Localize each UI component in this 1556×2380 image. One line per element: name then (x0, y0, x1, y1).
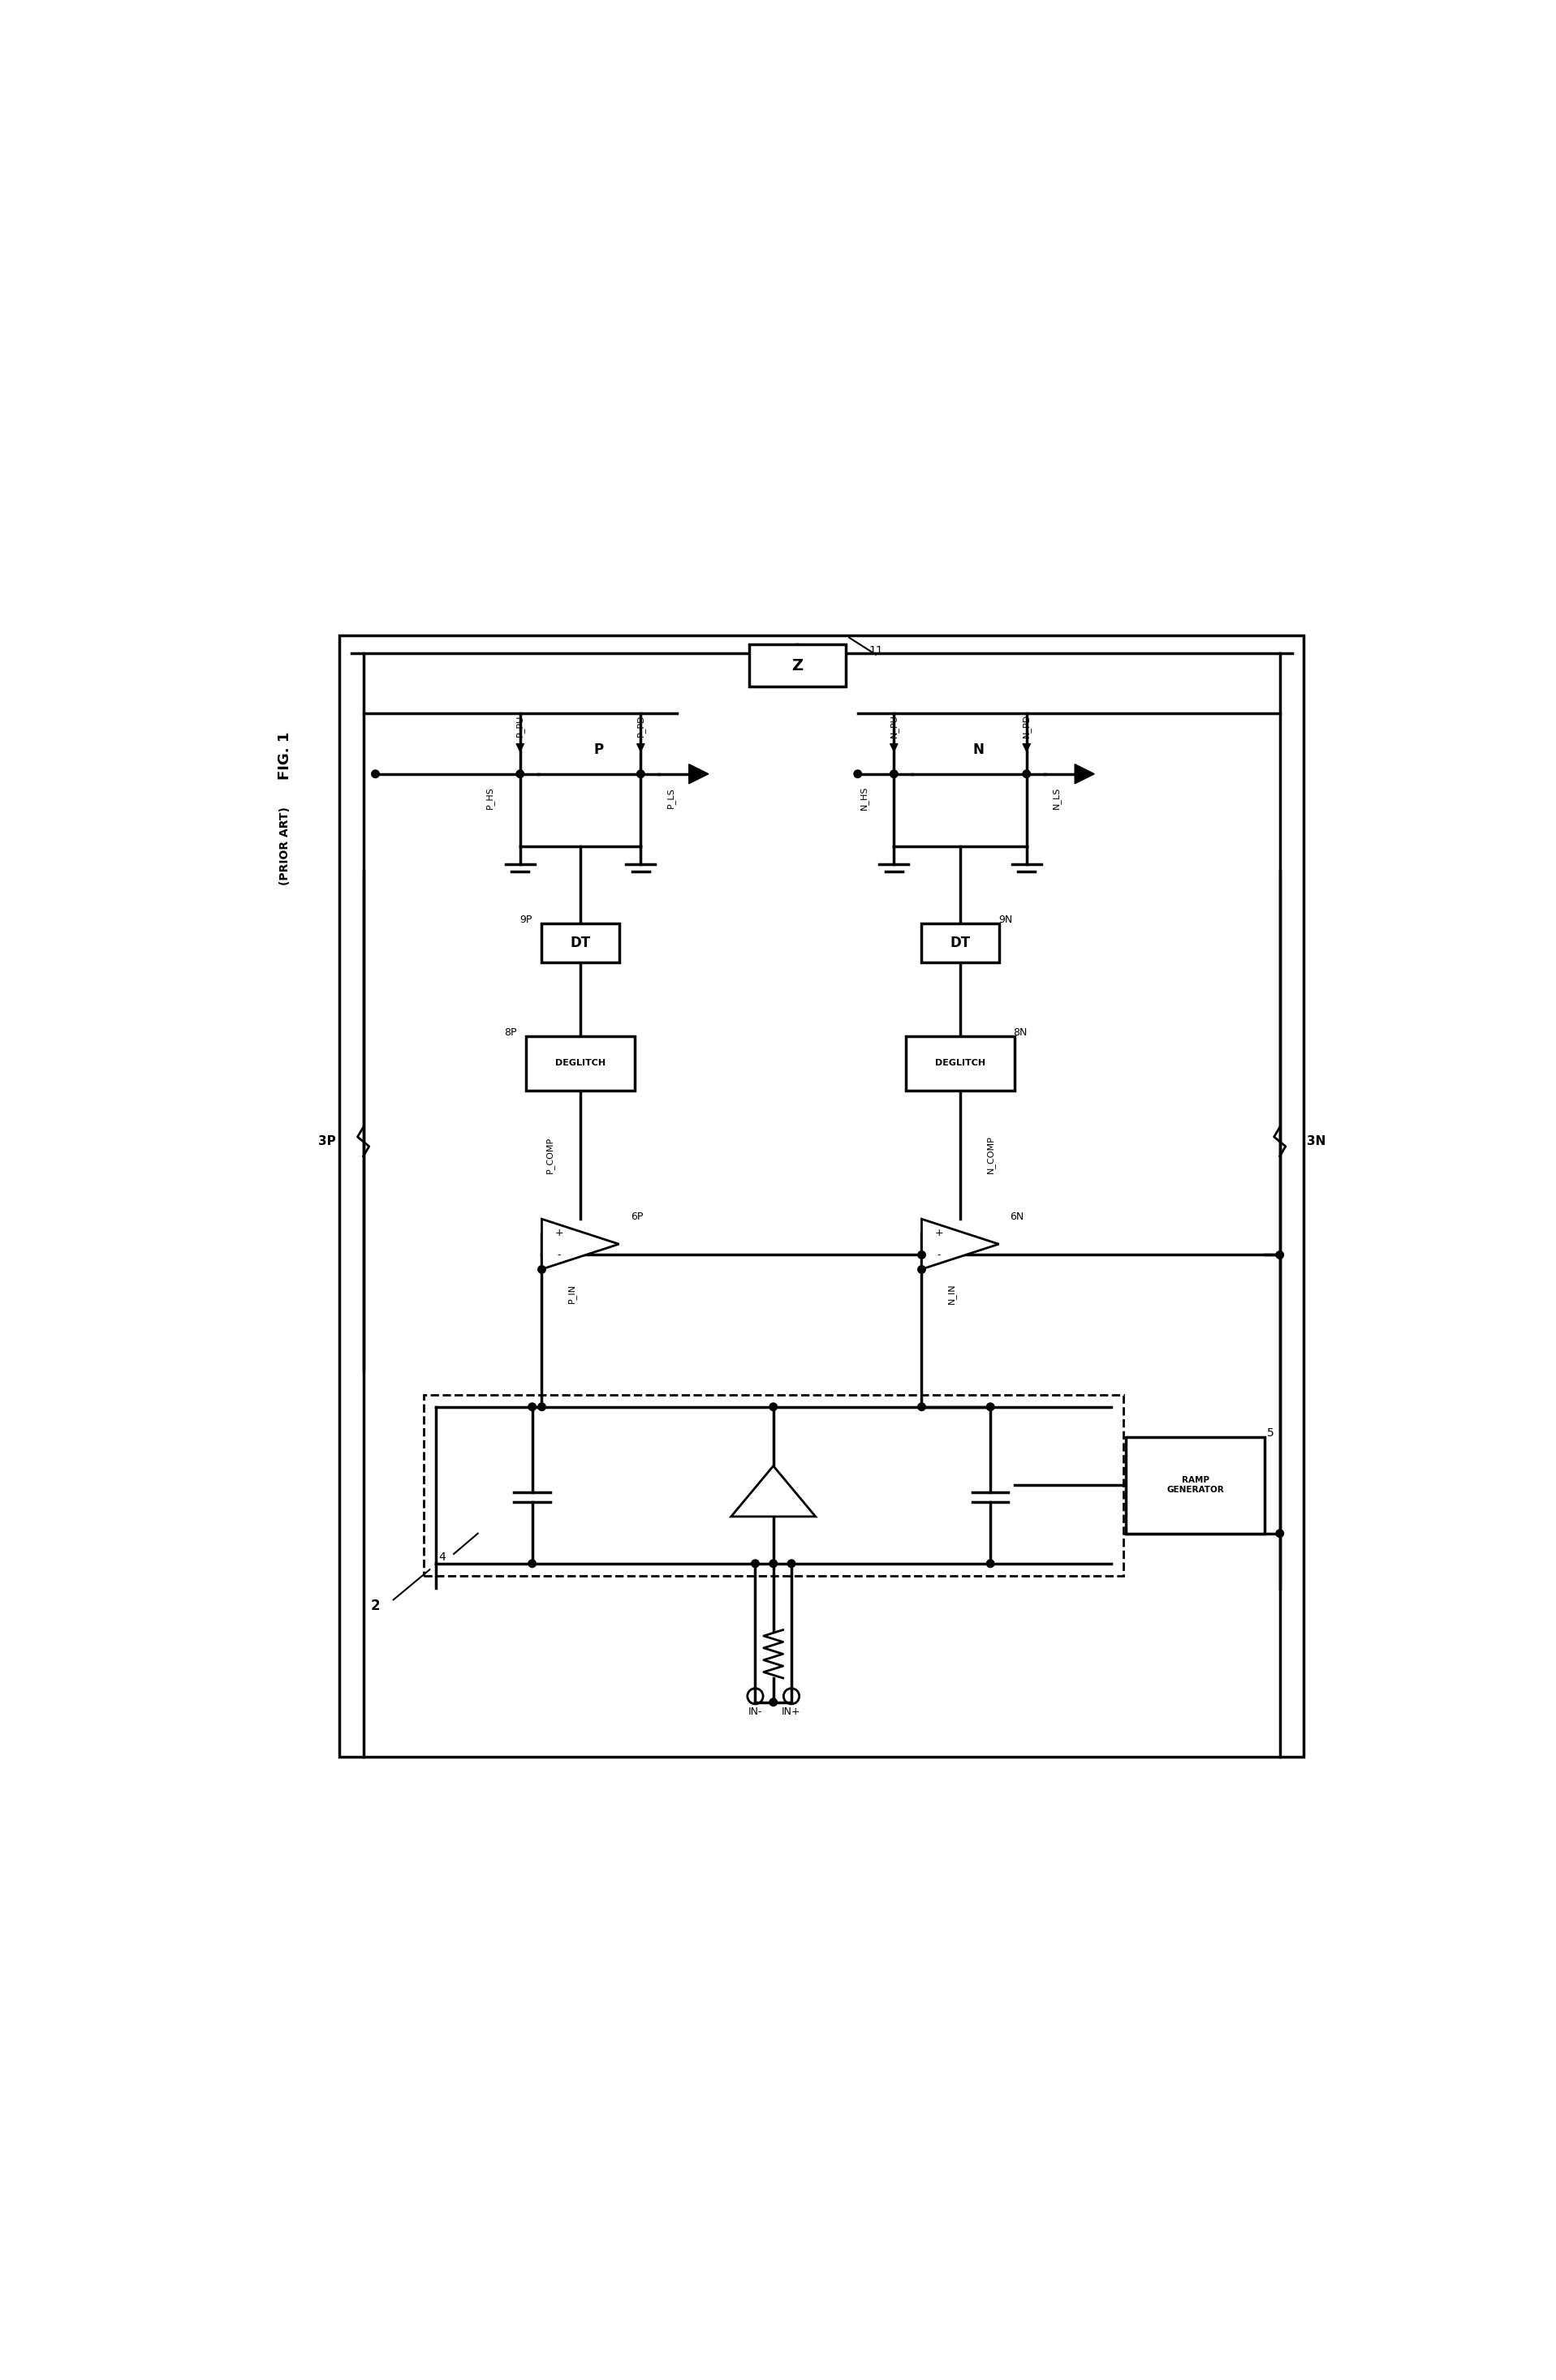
Circle shape (538, 1266, 546, 1273)
Text: P_PU: P_PU (515, 714, 524, 738)
Text: N_LS: N_LS (1052, 788, 1061, 809)
Text: N: N (972, 743, 983, 757)
Text: 11: 11 (868, 645, 884, 657)
Text: P_HS: P_HS (485, 788, 495, 809)
Text: +: + (935, 1228, 943, 1238)
Bar (906, 1035, 1015, 1090)
Circle shape (529, 1559, 535, 1568)
Text: P_PD: P_PD (636, 714, 646, 738)
Bar (423, 1395, 1123, 1576)
Text: P_COMP: P_COMP (546, 1135, 554, 1173)
Text: 9N: 9N (999, 914, 1013, 926)
Text: DEGLITCH: DEGLITCH (555, 1059, 605, 1066)
Text: Z: Z (792, 657, 803, 674)
Text: P_IN: P_IN (568, 1283, 576, 1304)
Text: 3P: 3P (319, 1135, 336, 1147)
Polygon shape (1075, 764, 1094, 783)
Polygon shape (890, 745, 898, 752)
Text: 5: 5 (1267, 1428, 1274, 1440)
Polygon shape (921, 1219, 999, 1269)
Circle shape (918, 1266, 926, 1273)
Circle shape (1276, 1530, 1284, 1537)
Polygon shape (517, 745, 524, 752)
Text: N_PD: N_PD (1022, 714, 1032, 738)
Bar (750, 645, 846, 685)
Circle shape (987, 1402, 994, 1411)
Text: IN+: IN+ (781, 1706, 801, 1716)
Text: N_COMP: N_COMP (987, 1135, 994, 1173)
Circle shape (890, 771, 898, 778)
Circle shape (918, 1252, 926, 1259)
Text: 6P: 6P (630, 1211, 643, 1223)
Circle shape (770, 1402, 776, 1411)
Text: 8N: 8N (1013, 1028, 1027, 1038)
Text: DEGLITCH: DEGLITCH (935, 1059, 985, 1066)
Circle shape (770, 1559, 776, 1568)
Bar (541, 923, 619, 962)
Text: DT: DT (951, 935, 971, 950)
Text: FIG. 1: FIG. 1 (277, 731, 293, 781)
Polygon shape (689, 764, 708, 783)
Circle shape (987, 1559, 994, 1568)
Text: N_PU: N_PU (890, 714, 898, 738)
Circle shape (538, 1402, 546, 1411)
Text: DT: DT (569, 935, 591, 950)
Polygon shape (731, 1466, 815, 1516)
Circle shape (1276, 1252, 1284, 1259)
Text: 2: 2 (370, 1599, 380, 1614)
Circle shape (372, 771, 380, 778)
Circle shape (636, 771, 644, 778)
Text: 9P: 9P (520, 914, 532, 926)
Polygon shape (1022, 745, 1030, 752)
Circle shape (787, 1559, 795, 1568)
Circle shape (529, 1402, 535, 1411)
Text: P_LS: P_LS (666, 788, 675, 809)
Text: +: + (555, 1228, 563, 1238)
Circle shape (517, 771, 524, 778)
Polygon shape (541, 1219, 619, 1269)
Text: IN-: IN- (748, 1706, 762, 1716)
Bar (921, 923, 999, 962)
Bar (339, 635, 1304, 1756)
Text: P: P (593, 743, 604, 757)
Text: 4: 4 (439, 1552, 445, 1564)
Circle shape (1022, 771, 1030, 778)
Circle shape (752, 1559, 759, 1568)
Text: 3N: 3N (1307, 1135, 1326, 1147)
Text: -: - (937, 1250, 941, 1259)
Bar (526, 1035, 635, 1090)
Text: N_IN: N_IN (948, 1283, 957, 1304)
Text: -: - (557, 1250, 562, 1259)
Circle shape (918, 1402, 926, 1411)
Text: RAMP
GENERATOR: RAMP GENERATOR (1167, 1476, 1225, 1495)
Polygon shape (636, 745, 644, 752)
Circle shape (854, 771, 862, 778)
Text: N_HS: N_HS (859, 785, 868, 809)
Circle shape (770, 1699, 776, 1706)
Text: 6N: 6N (1010, 1211, 1024, 1223)
Text: 8P: 8P (504, 1028, 517, 1038)
Text: (PRIOR ART): (PRIOR ART) (279, 807, 291, 885)
Bar (1127, 1438, 1265, 1533)
